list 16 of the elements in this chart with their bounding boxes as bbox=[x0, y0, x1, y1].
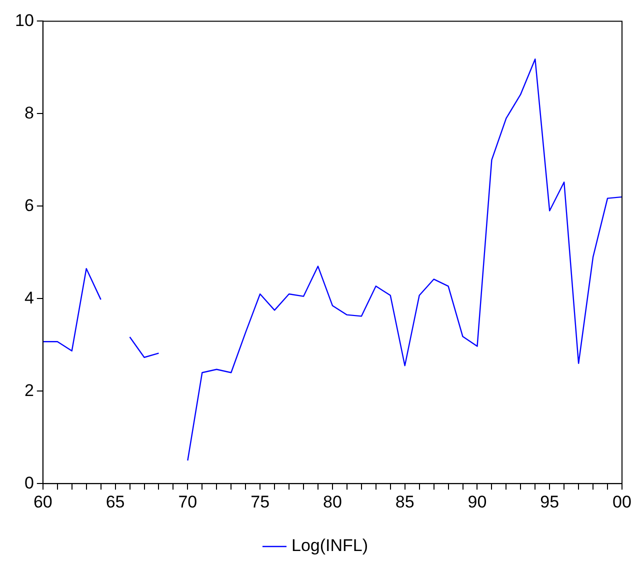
y-tick-label: 8 bbox=[24, 103, 34, 122]
y-tick-label: 6 bbox=[24, 196, 34, 215]
x-tick-label: 75 bbox=[250, 492, 270, 512]
x-tick-label: 85 bbox=[395, 492, 414, 512]
y-tick-label: 10 bbox=[14, 10, 34, 30]
x-tick-label: 70 bbox=[178, 492, 198, 512]
x-tick-label: 60 bbox=[33, 492, 52, 512]
x-tick-label: 95 bbox=[540, 492, 560, 512]
y-tick-label: 0 bbox=[24, 473, 34, 492]
x-tick-label: 65 bbox=[106, 492, 125, 512]
y-tick-label: 2 bbox=[24, 380, 34, 400]
y-tick-label: 4 bbox=[24, 288, 34, 308]
x-tick-label: 00 bbox=[612, 492, 632, 512]
legend-label: Log(INFL) bbox=[291, 536, 368, 556]
x-tick-label: 80 bbox=[322, 492, 342, 512]
x-tick-label: 90 bbox=[468, 492, 487, 512]
